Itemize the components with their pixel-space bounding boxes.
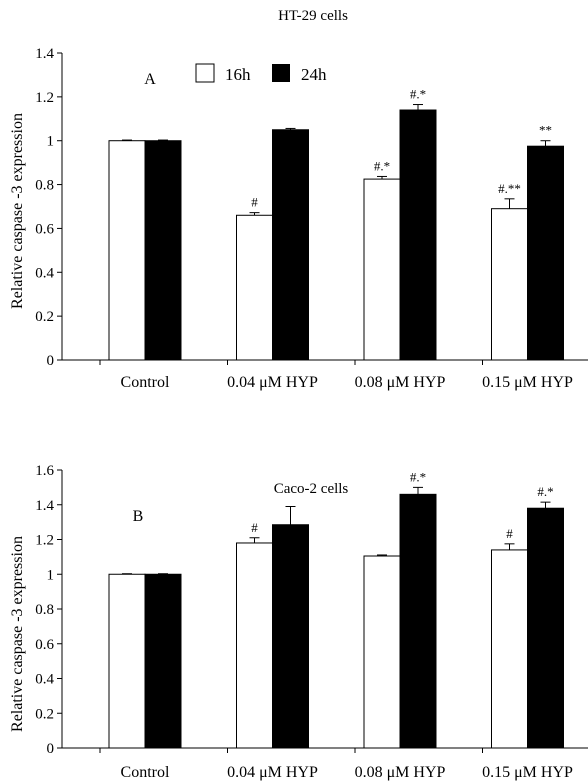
category-label: 0.04 μM HYP (227, 764, 318, 781)
bar (108, 140, 146, 361)
category-label: 0.08 μM HYP (355, 764, 446, 781)
category-label: Control (121, 764, 170, 781)
bar (527, 145, 564, 361)
y-tick-label: 0 (47, 741, 55, 757)
panel-a-label: A (144, 71, 156, 88)
y-tick-label: 0.4 (35, 265, 54, 281)
y-tick-label: 0 (47, 353, 55, 369)
significance-label: #.** (498, 181, 521, 196)
category-label: Control (121, 374, 170, 391)
significance-label: # (251, 195, 258, 210)
y-tick-label: 1.4 (35, 498, 54, 514)
bar (491, 208, 528, 361)
legend: 16h 24h (195, 63, 327, 84)
panel-b-label: B (133, 508, 144, 525)
category-label: 0.08 μM HYP (355, 374, 446, 391)
bar (527, 507, 564, 749)
significance-label: # (251, 520, 258, 535)
significance-label: ** (539, 123, 552, 138)
panel-a-ylabel: Relative caspase -3 expression (9, 113, 26, 309)
bar (363, 555, 401, 749)
significance-label: # (506, 526, 513, 541)
y-tick-label: 0.6 (35, 221, 54, 237)
panel-b-title: Caco-2 cells (274, 481, 349, 497)
legend-16h-swatch (195, 63, 215, 83)
y-tick-label: 0.8 (35, 602, 54, 618)
significance-label: #.* (374, 158, 390, 173)
bar (272, 524, 309, 749)
bar (108, 573, 146, 749)
bar (399, 109, 437, 361)
category-label: 0.15 μM HYP (482, 764, 573, 781)
bar (236, 542, 273, 749)
y-tick-label: 0.2 (35, 309, 54, 325)
panel-b-chart: Caco-2 cells B Relative caspase -3 expre… (9, 463, 588, 781)
bar (236, 214, 273, 361)
legend-24h-swatch (272, 64, 290, 82)
legend-24h-label: 24h (301, 65, 327, 84)
y-tick-label: 1 (47, 134, 55, 150)
panel-b-ylabel: Relative caspase -3 expression (9, 536, 26, 732)
y-tick-label: 1.6 (35, 463, 54, 479)
category-label: 0.04 μM HYP (227, 374, 318, 391)
y-tick-label: 0.2 (35, 706, 54, 722)
significance-label: #.* (410, 469, 426, 484)
category-label: 0.15 μM HYP (482, 374, 573, 391)
y-tick-label: 0.4 (35, 672, 54, 688)
panel-a-title: HT-29 cells (278, 8, 348, 24)
significance-label: #.* (410, 87, 426, 102)
y-tick-label: 1.4 (35, 46, 54, 62)
bar (144, 140, 182, 361)
y-tick-label: 0.8 (35, 178, 54, 194)
bar (144, 573, 182, 749)
bar (272, 129, 309, 361)
legend-16h-label: 16h (225, 65, 251, 84)
bar (363, 178, 401, 361)
y-tick-label: 0.6 (35, 637, 54, 653)
panel-a-chart: HT-29 cells A Relative caspase -3 expres… (9, 8, 588, 391)
bar (399, 493, 437, 749)
y-tick-label: 1 (47, 567, 55, 583)
significance-label: #.* (537, 484, 553, 499)
y-tick-label: 1.2 (35, 90, 54, 106)
bar (491, 549, 528, 749)
y-tick-label: 1.2 (35, 533, 54, 549)
